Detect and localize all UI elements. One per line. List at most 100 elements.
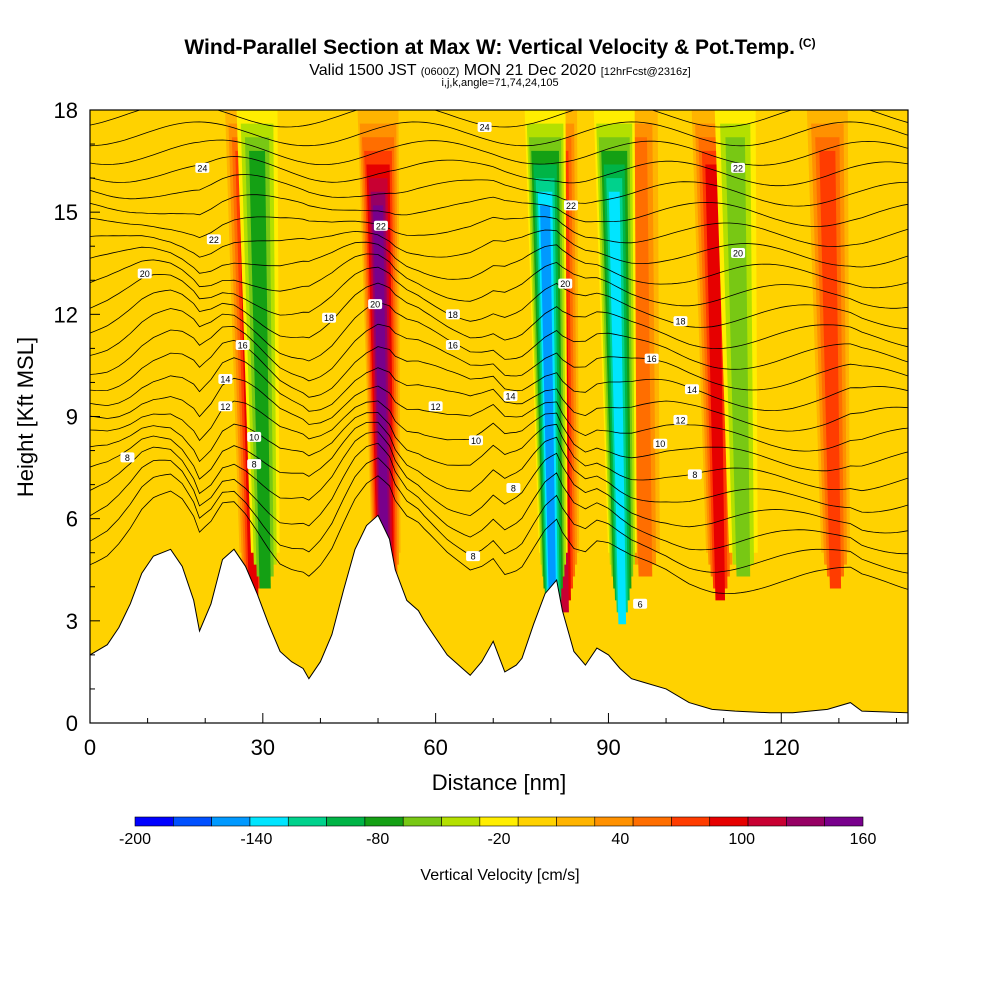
contour-label-box: [137, 268, 152, 279]
colorbar-tick-label: -20: [487, 831, 510, 848]
contour-label: 20: [368, 299, 383, 310]
colorbar-swatch: [556, 816, 596, 827]
contour-label: 14: [218, 374, 233, 385]
theta-contour-line: [90, 282, 908, 350]
colorbar-swatch: [632, 816, 672, 827]
contour-label-text: 8: [511, 484, 516, 494]
theta-contour-line: [90, 357, 908, 432]
x-tick-label: 90: [596, 735, 620, 760]
colorbar-swatch: [249, 816, 289, 827]
contour-label-box: [558, 278, 573, 289]
colorbar-tick-label: -80: [366, 831, 389, 848]
contour-label: 12: [673, 414, 688, 425]
y-tick-label: 15: [54, 200, 78, 225]
contour-label-box: [373, 220, 388, 231]
contour-label-box: [653, 438, 668, 449]
colorbar-swatch: [747, 816, 787, 827]
contour-label-text: 22: [376, 221, 386, 231]
subtitle-zulu: (0600Z): [420, 66, 460, 78]
theta-contour-line: [90, 339, 908, 412]
contour-label-text: 20: [140, 269, 150, 279]
contour-label: 8: [247, 459, 262, 470]
contour-label: 24: [195, 162, 210, 173]
contour-label-box: [687, 469, 702, 480]
contour-label-text: 10: [655, 439, 665, 449]
y-axis-title: Height [Kft MSL]: [13, 337, 38, 497]
contour-label-text: 24: [197, 163, 207, 173]
contour-label-box: [322, 312, 337, 323]
theta-contour-line: [90, 421, 908, 513]
x-tick-label: 60: [423, 735, 447, 760]
contour-label-text: 16: [448, 340, 458, 350]
contour-label: 22: [731, 162, 746, 173]
colorbar-swatch: [824, 816, 864, 827]
colorbar-swatch: [594, 816, 634, 827]
contour-label: 18: [673, 316, 688, 327]
contour-label-text: 14: [687, 385, 697, 395]
contour-label: 6: [633, 598, 648, 609]
y-tick-label: 9: [66, 405, 78, 430]
contour-label: 12: [218, 401, 233, 412]
colorbar-swatch: [441, 816, 481, 827]
updraft-band-1-7: [372, 205, 390, 637]
subtitle-valid: Valid 1500 JST: [309, 62, 417, 79]
contour-label-text: 10: [471, 436, 481, 446]
contour-label: 8: [466, 551, 481, 562]
contour-label: 8: [687, 469, 702, 480]
contour-label: 12: [428, 401, 443, 412]
theta-contour-line: [90, 241, 908, 289]
theta-contour-line: [90, 110, 908, 128]
y-tick-label: 18: [54, 98, 78, 123]
contour-label: 14: [684, 384, 699, 395]
colorbar-swatch: [173, 816, 212, 827]
colorbar-swatch: [671, 816, 711, 827]
downdraft-band-0-3: [249, 150, 271, 589]
contour-label-box: [206, 234, 221, 245]
contour-label: 18: [445, 309, 460, 320]
theta-contour-line: [90, 475, 908, 594]
contour-label-box: [445, 339, 460, 350]
contour-label-text: 8: [252, 460, 257, 470]
y-tick-label: 3: [66, 609, 78, 634]
contour-label-text: 22: [566, 201, 576, 211]
contour-label-box: [120, 452, 135, 463]
contour-label-text: 20: [370, 300, 380, 310]
colorbar-title: Vertical Velocity [cm/s]: [420, 867, 579, 884]
contour-label-box: [247, 459, 262, 470]
contour-label-box: [468, 435, 483, 446]
contour-label: 8: [506, 483, 521, 494]
colorbar-swatch: [326, 816, 366, 827]
theta-contour-line: [90, 216, 908, 247]
contour-label-box: [218, 401, 233, 412]
contour-label: 18: [322, 312, 337, 323]
theta-contour-line: [90, 121, 908, 147]
contour-label: 10: [468, 435, 483, 446]
colorbar-swatch: [402, 816, 442, 827]
contour-label-box: [477, 122, 492, 133]
contour-label-text: 18: [324, 313, 334, 323]
contour-label-box: [368, 299, 383, 310]
contour-label: 20: [558, 278, 573, 289]
contour-label: 22: [206, 234, 221, 245]
colorbar-swatch: [211, 816, 251, 827]
theta-contour-line: [90, 442, 908, 555]
contour-label-box: [466, 551, 481, 562]
contour-label: 16: [644, 353, 659, 364]
contour-label: 16: [235, 339, 250, 350]
colorbar: -200 -140 -80 -20 40 100 160: [119, 816, 877, 848]
contour-label-box: [673, 414, 688, 425]
theta-contour-line: [90, 431, 908, 534]
colorbar-tick-label: 40: [611, 831, 629, 848]
contour-label-box: [235, 339, 250, 350]
colorbar-tick-label: 160: [850, 831, 877, 848]
theta-contour-line: [90, 253, 908, 309]
subtitle-date: MON 21 Dec 2020: [463, 62, 597, 79]
contour-label-text: 6: [638, 599, 643, 609]
colorbar-tick-label: -140: [240, 831, 272, 848]
contour-label-box: [428, 401, 443, 412]
chart-title: Wind-Parallel Section at Max W: Vertical…: [0, 36, 1000, 60]
theta-contours: [90, 110, 908, 594]
contour-label: 22: [564, 200, 579, 211]
x-tick-label: 120: [763, 735, 800, 760]
